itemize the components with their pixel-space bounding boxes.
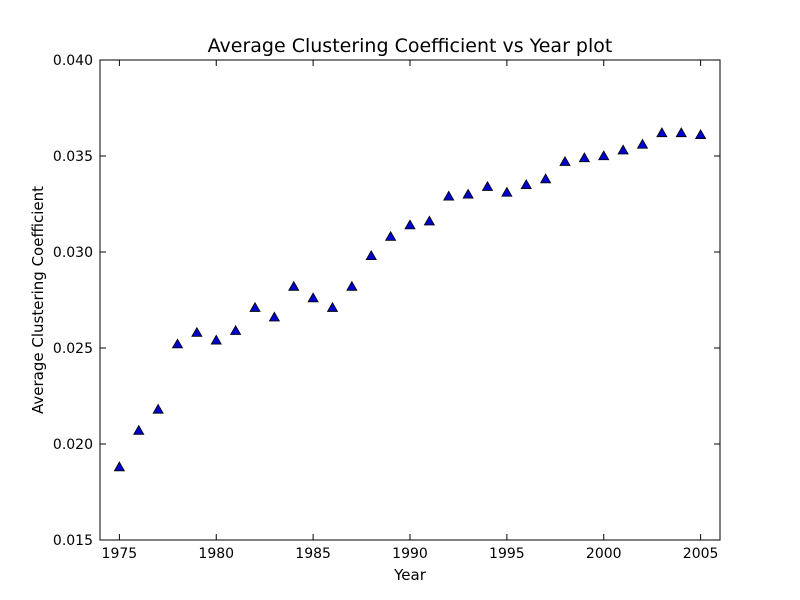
data-point [191,326,203,337]
data-point [694,129,707,140]
data-point [656,127,668,138]
data-point [520,178,532,189]
x-tick-label: 1985 [295,546,331,562]
y-axis: 0.015 0.020 0.025 0.030 0.035 0.040 [53,53,720,549]
plot-frame [99,59,721,541]
data-point [598,150,610,161]
data-point [152,403,164,414]
y-tick-label: 0.015 [53,533,93,549]
x-tick-label: 1990 [392,546,428,562]
plot-area [99,59,721,541]
y-tick-label: 0.040 [53,53,93,69]
data-point [462,188,474,199]
data-point [326,301,339,312]
data-point [288,280,300,291]
x-tick-label: 2000 [586,546,622,562]
data-point [133,424,145,435]
data-point [423,215,436,226]
data-point [501,186,513,197]
x-tick-label: 1980 [198,546,234,562]
data-point [617,144,629,155]
data-point [268,311,281,322]
x-axis: 1975 1980 1985 1990 1995 2000 2005 [102,60,719,562]
data-point [404,219,416,230]
y-tick-label: 0.030 [53,245,93,261]
data-point [307,292,319,303]
data-point [636,138,649,149]
x-tick-label: 1975 [102,546,138,562]
data-point [365,250,377,260]
data-point [346,280,358,291]
data-point [481,180,494,191]
data-point [210,334,222,345]
data-point [675,127,687,138]
data-point [249,301,261,312]
data-point [539,173,552,184]
data-point [443,190,455,201]
data-point [384,230,397,241]
data-point [559,155,571,166]
y-tick-label: 0.025 [53,341,93,357]
x-tick-label: 2005 [683,546,719,562]
y-tick-label: 0.035 [53,149,93,165]
data-point [113,461,126,472]
data-point [171,338,184,349]
y-tick-label: 0.020 [53,437,93,453]
data-points [113,127,707,472]
data-point [229,324,242,335]
data-point [578,152,591,163]
x-tick-label: 1995 [489,546,525,562]
y-axis-label: Average Clustering Coefficient [29,186,47,414]
chart-title: Average Clustering Coefficient vs Year p… [208,35,613,57]
x-axis-label: Year [393,566,427,584]
